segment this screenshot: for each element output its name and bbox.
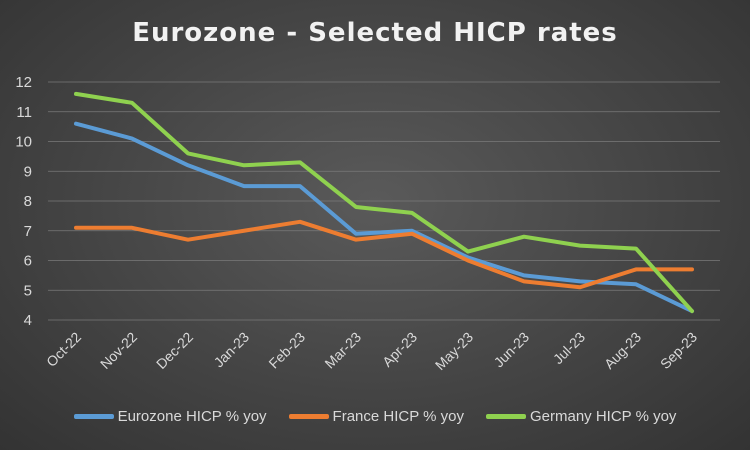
y-tick-label: 8 [24,193,32,210]
y-tick-label: 9 [24,163,32,180]
y-tick-label: 7 [24,223,32,240]
y-tick-label: 5 [24,282,32,299]
x-tick-label: Aug-23 [601,329,644,372]
x-tick-label: Feb-23 [265,329,308,372]
legend-item: Eurozone HICP % yoy [73,408,267,425]
legend-label: Germany HICP % yoy [529,408,677,425]
chart-title: Eurozone - Selected HICP rates [132,18,618,48]
series-line-2 [74,91,694,314]
y-tick-label: 10 [15,134,32,151]
x-tick-label: Jul-23 [550,329,588,367]
x-tick-label: Apr-23 [379,329,420,370]
x-tick-label: Mar-23 [321,329,364,372]
y-tick-label: 11 [16,104,32,121]
x-tick-label: May-23 [432,329,476,373]
y-tick-label: 4 [24,312,32,329]
y-tick-label: 12 [15,74,32,91]
legend-swatch [288,414,329,419]
x-tick-label: Nov-22 [97,329,140,372]
x-tick-label: Jun-23 [491,329,533,371]
series-line-0 [74,121,694,314]
legend-label: France HICP % yoy [332,408,464,425]
legend-label: Eurozone HICP % yoy [117,408,267,425]
legend-item: Germany HICP % yoy [485,408,677,425]
legend-swatch [485,414,526,419]
series-line-1 [74,219,694,290]
y-tick-label: 6 [24,253,32,270]
x-tick-label: Jan-23 [211,329,253,371]
chart-legend: Eurozone HICP % yoy France HICP % yoy Germ… [0,408,750,425]
x-tick-label: Oct-22 [43,329,84,370]
x-tick-label: Dec-22 [153,329,196,372]
x-tick-label: Sep-23 [657,329,700,372]
legend-item: France HICP % yoy [288,408,464,425]
legend-swatch [73,414,114,419]
